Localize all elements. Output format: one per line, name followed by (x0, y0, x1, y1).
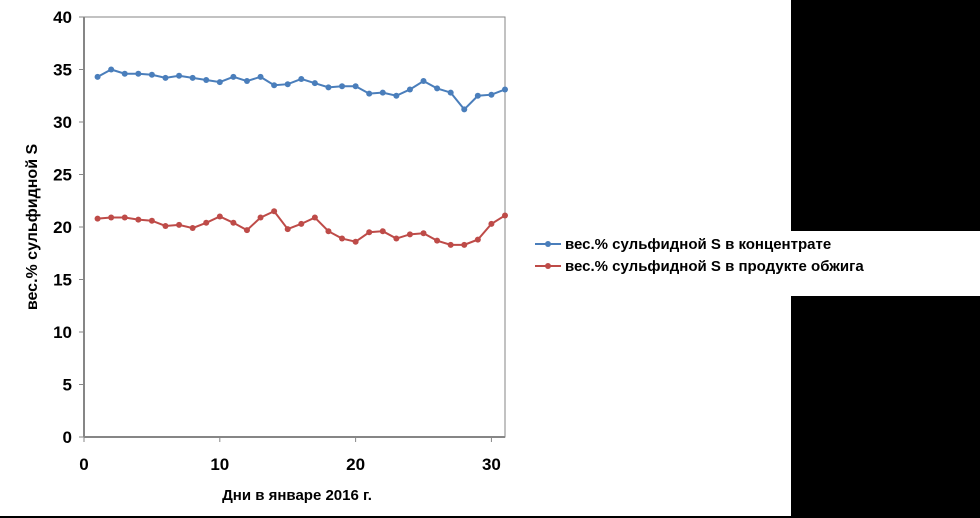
data-point (216, 79, 223, 86)
y-tick-label: 30 (53, 113, 72, 132)
data-point (339, 235, 346, 242)
data-point (108, 66, 115, 73)
data-point (189, 225, 196, 232)
y-tick-label: 40 (53, 8, 72, 27)
data-point (176, 72, 183, 79)
data-point (284, 226, 291, 233)
data-point (284, 81, 291, 88)
data-point (352, 83, 359, 90)
data-point (502, 212, 508, 219)
data-point (461, 106, 468, 113)
data-point (474, 236, 481, 243)
x-tick-label: 20 (346, 455, 365, 474)
data-point (162, 222, 169, 229)
data-point (461, 241, 468, 248)
data-point (393, 235, 400, 242)
data-point (434, 237, 441, 244)
legend-marker-blue (535, 241, 561, 247)
y-tick-label: 20 (53, 218, 72, 237)
data-point (325, 84, 332, 91)
data-point (203, 77, 210, 83)
data-point (447, 89, 454, 96)
y-tick-label: 5 (63, 376, 72, 395)
data-point (135, 216, 142, 223)
data-point (176, 221, 183, 228)
black-mask-bottom (791, 296, 980, 518)
data-point (447, 241, 454, 248)
data-point (121, 70, 128, 77)
legend-label: вес.% сульфидной S в продукте обжига (565, 257, 864, 275)
data-point (366, 229, 373, 236)
data-point (216, 213, 223, 220)
x-tick-label: 30 (482, 455, 501, 474)
data-point (420, 78, 427, 85)
legend-label: вес.% сульфидной S в концентрате (565, 235, 832, 253)
data-point (121, 214, 128, 221)
data-point (148, 217, 155, 224)
x-axis-label: Дни в январе 2016 г. (222, 487, 372, 504)
data-point (298, 75, 305, 82)
data-point (257, 73, 264, 80)
data-point (366, 90, 373, 97)
data-point (189, 74, 196, 81)
data-point (243, 227, 250, 234)
data-point (230, 219, 237, 226)
data-point (474, 92, 481, 99)
data-point (434, 85, 441, 92)
legend-marker-red (535, 263, 561, 269)
black-mask-top (791, 0, 980, 231)
y-axis-label: вес.% сульфидной S (24, 144, 41, 311)
legend-item-concentrate: вес.% сульфидной S в концентрате (535, 233, 864, 255)
data-point (352, 238, 359, 245)
data-point (148, 71, 155, 78)
x-tick-label: 10 (210, 455, 229, 474)
data-point (325, 228, 332, 235)
data-point (230, 73, 237, 80)
data-point (420, 230, 427, 237)
data-point (406, 86, 413, 93)
y-tick-label: 0 (63, 428, 72, 447)
data-point (94, 73, 101, 80)
y-tick-label: 25 (53, 166, 72, 185)
y-tick-label: 35 (53, 61, 72, 80)
data-point (94, 215, 101, 222)
data-point (271, 82, 278, 89)
data-point (488, 220, 495, 227)
data-point (379, 228, 386, 235)
data-point (488, 91, 495, 98)
data-point (311, 80, 318, 87)
data-point (502, 86, 508, 93)
data-point (203, 219, 210, 226)
y-tick-label: 10 (53, 323, 72, 342)
data-point (406, 231, 413, 238)
data-point (257, 214, 264, 221)
data-point (243, 78, 250, 85)
data-point (271, 208, 278, 215)
x-tick-label: 0 (79, 455, 88, 474)
data-point (379, 89, 386, 96)
data-point (339, 83, 346, 90)
data-point (298, 220, 305, 227)
data-point (393, 92, 400, 99)
data-point (311, 214, 318, 221)
bottom-border (0, 516, 980, 518)
legend: вес.% сульфидной S в концентрате вес.% с… (535, 233, 864, 277)
data-point (162, 74, 169, 81)
data-point (135, 70, 142, 77)
legend-item-roast-product: вес.% сульфидной S в продукте обжига (535, 255, 864, 277)
data-point (108, 214, 115, 221)
y-tick-label: 15 (53, 271, 72, 290)
